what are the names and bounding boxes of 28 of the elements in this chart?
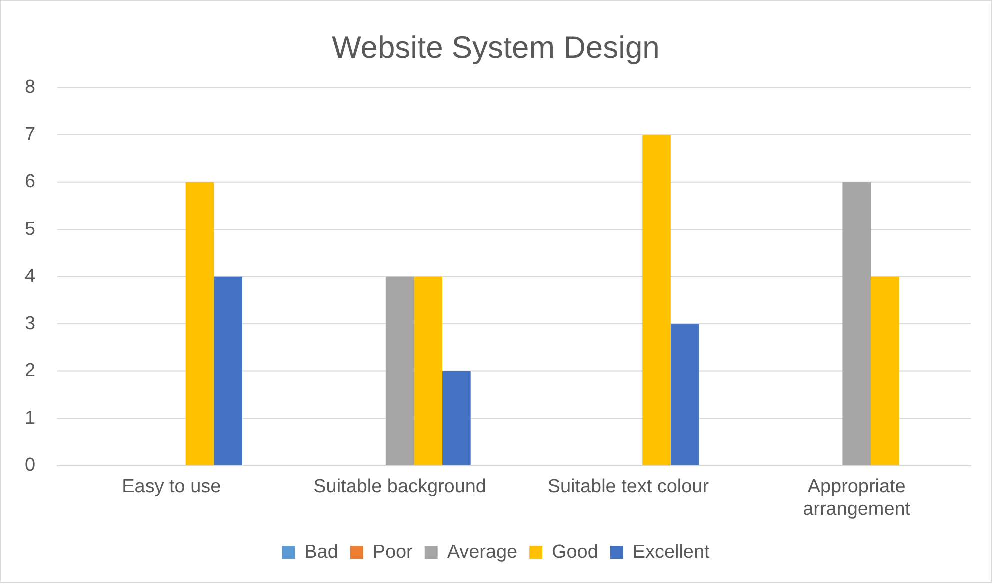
bar	[670, 324, 700, 466]
bar	[414, 276, 443, 466]
bar	[214, 276, 242, 466]
bar	[442, 371, 471, 466]
legend-label: Excellent	[632, 542, 710, 563]
legend-label: Poor	[372, 542, 413, 563]
bar	[386, 276, 414, 466]
legend-label: Average	[447, 542, 518, 563]
y-tick-label: 1	[24, 408, 36, 429]
y-tick-label: 7	[24, 124, 36, 146]
bar	[871, 276, 900, 466]
y-tick-label: 2	[24, 360, 36, 382]
y-tick-label: 5	[24, 218, 36, 240]
x-tick-label: Appropriate arrangement	[803, 476, 912, 520]
legend-label: Good	[552, 542, 598, 563]
x-tick-label: Easy to use	[122, 476, 222, 498]
y-tick-label: 0	[24, 455, 36, 476]
y-tick-label: 3	[24, 313, 36, 334]
y-tick-label: 6	[24, 172, 36, 193]
bar	[642, 135, 671, 466]
y-tick-label: 8	[24, 77, 36, 98]
x-tick-label: Suitable background	[314, 476, 486, 498]
x-tick-label: Suitable text colour	[548, 476, 710, 498]
bar	[842, 182, 871, 466]
y-tick-label: 4	[24, 266, 36, 288]
bar	[186, 182, 214, 466]
legend-label: Bad	[304, 542, 338, 563]
chart-title: Website System Design	[332, 30, 660, 65]
